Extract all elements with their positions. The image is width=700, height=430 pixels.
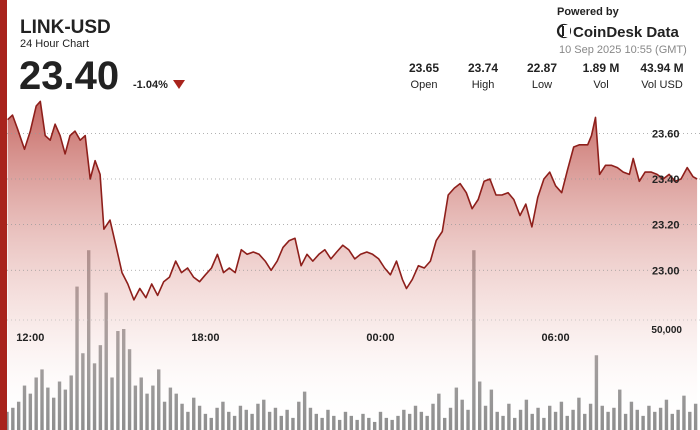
stat-label: High xyxy=(472,79,495,91)
x-tick-label: 06:00 xyxy=(541,332,569,344)
x-tick-label: 00:00 xyxy=(366,332,394,344)
x-tick-label: 18:00 xyxy=(191,332,219,344)
accent-bar xyxy=(0,0,7,430)
price-line xyxy=(7,100,698,301)
change: -1.04% xyxy=(133,79,168,91)
y-tick-label: 23.60 xyxy=(652,128,680,140)
stat-value: 23.74 xyxy=(468,61,498,75)
symbol: LINK-USD xyxy=(20,17,111,38)
powered-by: Powered by xyxy=(557,6,620,18)
subtitle: 24 Hour Chart xyxy=(20,38,89,50)
stats: 23.65 Open 23.74 High 22.87 Low 1.89 M Vol 43.94… xyxy=(409,61,684,91)
stat-value: 22.87 xyxy=(527,61,557,75)
plot-area: 23.00 23.20 23.40 23.60 50,000 12:00 18:00 00:0… xyxy=(5,100,700,430)
stat-label: Vol xyxy=(593,79,608,91)
down-arrow xyxy=(173,80,185,89)
stat-value: 43.94 M xyxy=(640,61,683,75)
y-tick-label: 23.00 xyxy=(652,265,680,277)
brand: CoinDesk Data xyxy=(573,24,680,41)
brand-logo xyxy=(556,23,572,39)
y2-tick-label: 50,000 xyxy=(651,325,682,336)
y-tick-label: 23.20 xyxy=(652,220,680,232)
stat-label: Open xyxy=(411,79,438,91)
y-tick-label: 23.40 xyxy=(652,174,680,186)
stat-label: Low xyxy=(532,79,552,91)
timestamp: 10 Sep 2025 10:55 (GMT) xyxy=(559,44,687,56)
price-area xyxy=(7,101,698,430)
stat-value: 23.65 xyxy=(409,61,439,75)
stat-value: 1.89 M xyxy=(583,61,620,75)
stat-label: Vol USD xyxy=(641,79,683,91)
x-tick-label: 12:00 xyxy=(16,332,44,344)
price: 23.40 xyxy=(19,54,119,98)
volume-bar xyxy=(5,411,9,430)
